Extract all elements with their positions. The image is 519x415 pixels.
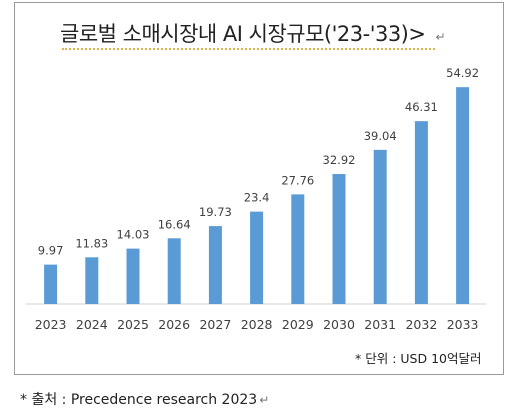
bar-2025 — [126, 248, 140, 304]
x-tick-label-2026: 2026 — [158, 317, 190, 332]
data-label-2030: 32.92 — [323, 153, 356, 167]
x-tick-label-2023: 2023 — [35, 317, 67, 332]
data-label-2031: 39.04 — [364, 129, 397, 143]
chart-title-area: 글로벌 소매시장내 AI 시장규모('23-'33)> ↵ — [60, 18, 500, 52]
data-label-2028: 23.4 — [244, 191, 270, 205]
bar-2023 — [44, 264, 58, 304]
bar-2030 — [332, 174, 346, 304]
x-tick-label-2030: 2030 — [323, 317, 355, 332]
data-label-2025: 14.03 — [117, 228, 150, 242]
x-tick-label-2031: 2031 — [364, 317, 396, 332]
return-mark-icon: ↵ — [435, 30, 446, 44]
source-text: * 출처 : Precedence research 2023 — [20, 392, 258, 408]
bar-2024 — [85, 257, 99, 304]
x-tick-label-2029: 2029 — [282, 317, 314, 332]
bar-2027 — [208, 226, 222, 304]
return-mark-icon: ↵ — [259, 393, 270, 407]
bar-2026 — [167, 238, 181, 304]
data-label-2033: 54.92 — [446, 66, 479, 80]
bar-2031 — [373, 149, 387, 304]
data-label-2024: 11.83 — [75, 236, 108, 250]
data-label-2023: 9.97 — [38, 244, 64, 258]
source-note: * 출처 : Precedence research 2023 ↵ — [20, 389, 269, 409]
x-tick-label-2024: 2024 — [76, 317, 108, 332]
chart-frame — [14, 2, 504, 375]
chart-title: 글로벌 소매시장내 AI 시장규모('23-'33)> — [60, 22, 426, 46]
data-label-2026: 16.64 — [158, 217, 191, 231]
data-label-2027: 19.73 — [199, 205, 232, 219]
bar-2028 — [250, 211, 264, 304]
x-tick-label-2027: 2027 — [199, 317, 231, 332]
bar-2032 — [414, 121, 428, 305]
data-label-2032: 46.31 — [405, 100, 438, 114]
x-tick-label-2033: 2033 — [447, 317, 479, 332]
bar-2033 — [456, 87, 470, 304]
x-tick-label-2032: 2032 — [405, 317, 437, 332]
x-tick-label-2028: 2028 — [241, 317, 273, 332]
title-underline — [62, 48, 435, 50]
unit-note: * 단위 : USD 10억달러 — [355, 351, 482, 366]
data-label-2029: 27.76 — [281, 173, 314, 187]
bar-2029 — [291, 194, 305, 304]
x-tick-label-2025: 2025 — [117, 317, 149, 332]
